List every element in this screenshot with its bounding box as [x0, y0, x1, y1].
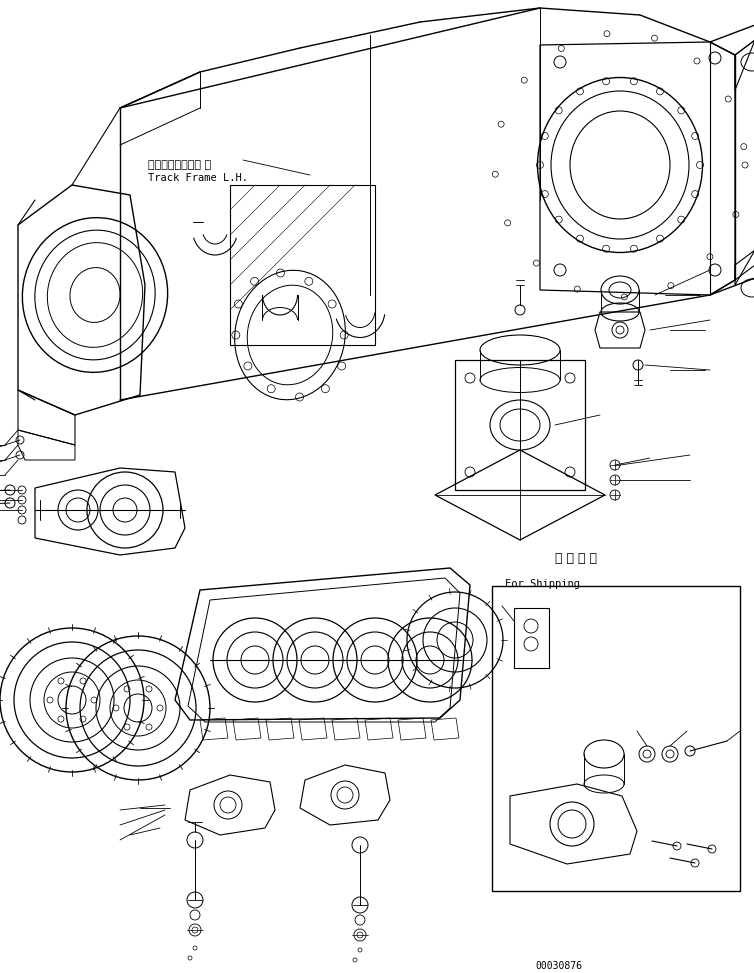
Bar: [455, 360, 585, 490]
Bar: [492, 586, 740, 891]
Bar: [514, 608, 549, 668]
Text: 運 搬 部 品: 運 搬 部 品: [555, 552, 597, 564]
Text: トラックフレーム 左: トラックフレーム 左: [148, 160, 211, 170]
Bar: [230, 185, 375, 345]
Text: For Shipping: For Shipping: [505, 579, 580, 589]
Text: 00030876: 00030876: [535, 961, 582, 971]
Text: Track Frame L.H.: Track Frame L.H.: [148, 173, 248, 183]
